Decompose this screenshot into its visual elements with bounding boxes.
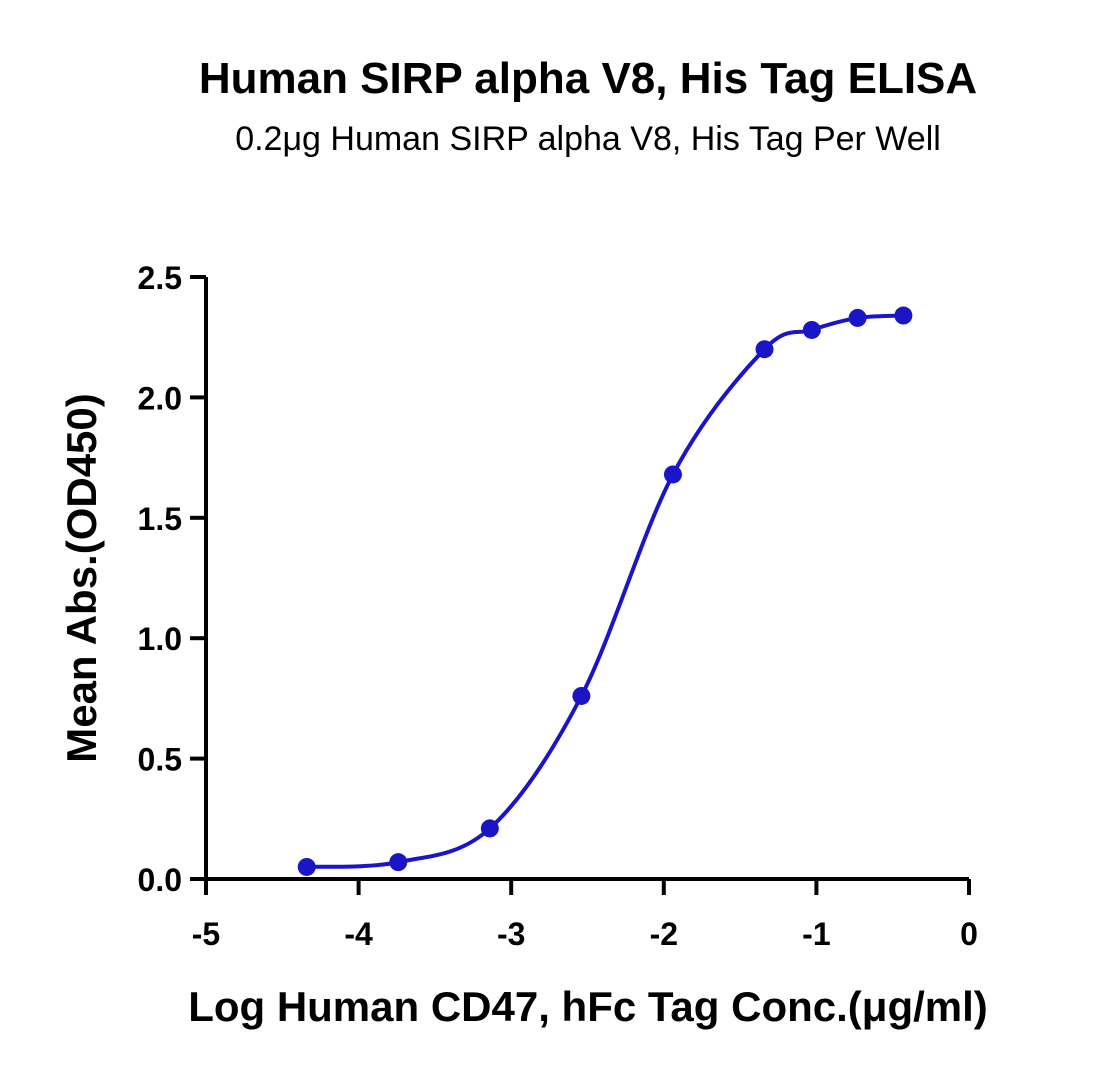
chart-subtitle: 0.2μg Human SIRP alpha V8, His Tag Per W… [235,120,941,158]
y-tick-label: 1.0 [138,621,182,657]
y-tick-label: 1.5 [138,501,182,537]
data-point [480,819,499,838]
x-tick-label: -5 [192,916,220,952]
data-point [848,308,867,327]
data-point [802,320,821,339]
x-tick-label: 0 [960,916,978,952]
y-tick-label: 0.0 [138,862,182,898]
y-tick-label: 2.5 [138,260,182,296]
plot-area: -5 -4 -3 -2 -1 0 0.0 0.5 1.0 1.5 2.0 2.5 [138,260,978,952]
data-point [663,465,682,484]
data-point [389,853,408,872]
x-tick-label: -1 [802,916,830,952]
data-point [755,340,774,359]
x-tick-label: -3 [497,916,525,952]
data-point [894,306,913,325]
y-axis-title: Mean Abs.(OD450) [58,393,105,763]
data-point [297,857,316,876]
y-tick-label: 0.5 [138,742,182,778]
y-tick-label: 2.0 [138,380,182,416]
chart-title: Human SIRP alpha V8, His Tag ELISA [199,54,977,103]
fit-curve [306,313,904,869]
data-point [572,686,591,705]
x-tick-label: -2 [650,916,678,952]
x-tick-label: -4 [344,916,373,952]
x-axis-title: Log Human CD47, hFc Tag Conc.(μg/ml) [188,983,988,1030]
